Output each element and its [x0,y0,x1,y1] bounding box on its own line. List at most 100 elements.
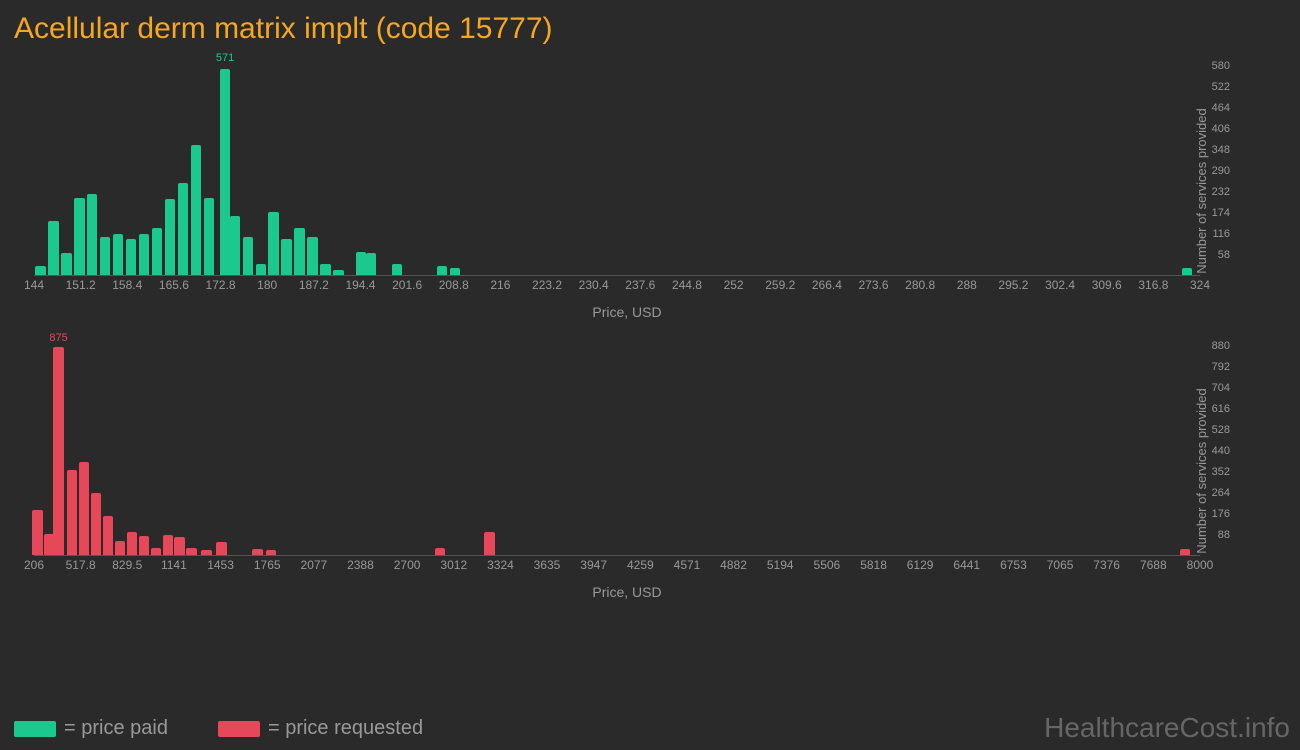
x-tick: 4259 [627,558,654,572]
legend-label-requested: = price requested [268,717,423,740]
x-tick: 259.2 [765,278,795,292]
bar [256,264,266,275]
y-tick: 58 [1218,249,1230,261]
x-tick: 187.2 [299,278,329,292]
bar [204,198,214,275]
x-tick: 206 [24,558,44,572]
bar [79,462,89,555]
chart-container: 571 144151.2158.4165.6172.8180187.2194.4… [14,56,1240,606]
x-tick: 8000 [1187,558,1214,572]
bar [74,198,84,275]
watermark: HealthcareCost.info [1044,712,1290,744]
x-tick: 7376 [1093,558,1120,572]
x-tick: 517.8 [66,558,96,572]
x-tick: 324 [1190,278,1210,292]
bar [151,548,161,555]
price-requested-chart: 875 206517.8829.511411453176520772388270… [14,336,1240,606]
y-tick: 704 [1212,382,1230,394]
x-tick: 158.4 [112,278,142,292]
swatch-red [218,721,260,737]
x-tick: 3012 [440,558,467,572]
bar [268,212,278,275]
page-title: Acellular derm matrix implt (code 15777) [0,0,1300,46]
x-tick: 165.6 [159,278,189,292]
x-tick: 208.8 [439,278,469,292]
legend-price-paid: = price paid [14,717,168,740]
swatch-green [14,721,56,737]
bar [294,228,304,275]
chart1-x-ticks: 144151.2158.4165.6172.8180187.2194.4201.… [34,278,1200,296]
bar [191,145,201,275]
bar [243,237,253,275]
price-paid-chart: 571 144151.2158.4165.6172.8180187.2194.4… [14,56,1240,326]
bar [53,347,63,555]
bar [115,541,125,555]
x-tick: 273.6 [859,278,889,292]
x-tick: 180 [257,278,277,292]
bar [100,237,110,275]
x-tick: 5194 [767,558,794,572]
bar [174,537,184,555]
y-tick: 352 [1212,466,1230,478]
bar [61,253,71,275]
bar [216,542,226,555]
x-tick: 3635 [534,558,561,572]
bar [178,183,188,275]
x-tick: 829.5 [112,558,142,572]
x-tick: 1765 [254,558,281,572]
bar [35,266,45,275]
x-tick: 237.6 [625,278,655,292]
bar [48,221,58,275]
x-tick: 230.4 [579,278,609,292]
x-tick: 288 [957,278,977,292]
chart2-y-label: Number of services provided [1194,388,1209,553]
bar [163,535,173,555]
bar [32,510,42,555]
bar [220,69,230,275]
y-tick: 464 [1212,102,1230,114]
y-tick: 116 [1212,228,1230,240]
x-tick: 5818 [860,558,887,572]
bar [252,549,262,555]
bar [139,234,149,275]
y-tick: 174 [1212,207,1230,219]
bar [1182,268,1192,275]
y-tick: 522 [1212,81,1230,93]
x-tick: 201.6 [392,278,422,292]
x-tick: 316.8 [1138,278,1168,292]
legend: = price paid = price requested [14,717,423,740]
y-tick: 616 [1212,403,1230,415]
bar [356,252,366,275]
chart2-x-label: Price, USD [14,584,1240,600]
y-tick: 792 [1212,361,1230,373]
bar [87,194,97,275]
x-tick: 7065 [1047,558,1074,572]
x-tick: 223.2 [532,278,562,292]
x-tick: 6129 [907,558,934,572]
bar [333,270,343,275]
bar [437,266,447,275]
x-tick: 194.4 [345,278,375,292]
x-tick: 302.4 [1045,278,1075,292]
y-tick: 580 [1212,60,1230,72]
chart2-plot: 875 [34,346,1200,556]
x-tick: 2077 [301,558,328,572]
x-tick: 3324 [487,558,514,572]
x-tick: 252 [724,278,744,292]
chart1-x-label: Price, USD [14,304,1240,320]
bar [266,550,276,555]
bar [435,548,445,555]
y-tick: 290 [1212,165,1230,177]
x-tick: 3947 [580,558,607,572]
bar [126,239,136,275]
x-tick: 1141 [161,558,187,572]
bar [484,532,494,555]
bar [113,234,123,275]
y-tick: 232 [1212,186,1230,198]
x-tick: 309.6 [1092,278,1122,292]
bar [392,264,402,275]
y-tick: 528 [1212,424,1230,436]
y-tick: 176 [1212,508,1230,520]
y-tick: 264 [1212,487,1230,499]
x-tick: 5506 [814,558,841,572]
